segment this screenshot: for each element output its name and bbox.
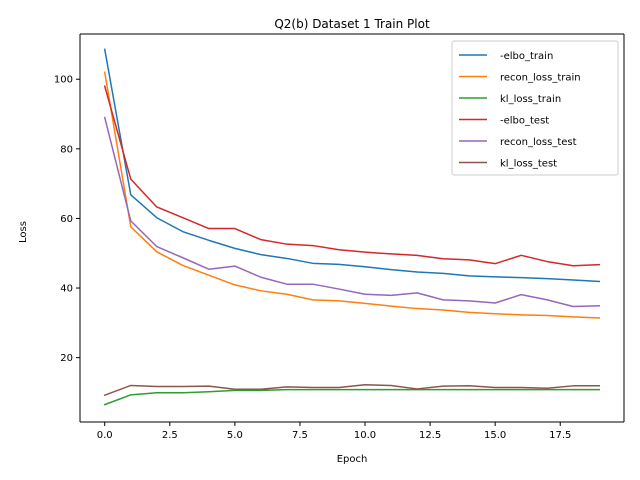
y-tick-label: 60 — [60, 214, 73, 225]
x-axis-ticks: 0.0 2.5 5.0 7.5 10.0 12.5 15.0 17.5 — [97, 422, 571, 441]
legend-label: -elbo_test — [500, 116, 549, 127]
legend-label: recon_loss_test — [500, 137, 577, 148]
x-tick-label: 10.0 — [354, 430, 376, 441]
series-layer — [103, 48, 601, 406]
y-axis-label: Loss — [18, 221, 29, 243]
series-line-recon-loss-test — [103, 116, 601, 308]
series-line-elbo-test — [103, 85, 601, 267]
x-tick-label: 7.5 — [292, 430, 308, 441]
y-tick-label: 20 — [60, 353, 73, 364]
series-line-recon-loss-train — [103, 71, 601, 319]
legend-label: kl_loss_test — [500, 159, 557, 170]
x-tick-label: 15.0 — [484, 430, 506, 441]
series-line-kl-loss-test — [103, 384, 601, 397]
y-tick-label: 40 — [60, 284, 73, 295]
series-line-elbo-train — [103, 48, 601, 283]
y-axis-ticks: 20 40 60 80 100 — [54, 75, 80, 364]
legend-items: -elbo_train recon_loss_train kl_loss_train… — [459, 51, 581, 170]
series-line-kl-loss-train — [103, 388, 601, 406]
legend-frame — [451, 40, 619, 176]
y-tick-label: 100 — [54, 75, 73, 86]
legend: -elbo_train recon_loss_train kl_loss_train… — [451, 40, 619, 176]
x-axis-label: Epoch — [337, 454, 368, 465]
legend-label: recon_loss_train — [500, 73, 581, 84]
x-tick-label: 12.5 — [419, 430, 441, 441]
x-tick-label: 2.5 — [162, 430, 178, 441]
legend-label: -elbo_train — [500, 51, 553, 62]
x-tick-label: 0.0 — [97, 430, 113, 441]
x-tick-label: 5.0 — [227, 430, 243, 441]
chart-title: Q2(b) Dataset 1 Train Plot — [274, 17, 430, 31]
x-tick-label: 17.5 — [549, 430, 571, 441]
legend-label: kl_loss_train — [500, 94, 561, 105]
plot-area: 0.0 2.5 5.0 7.5 10.0 12.5 15.0 17.5 20 40 60 80 100 — [54, 33, 625, 441]
y-tick-label: 80 — [60, 144, 73, 155]
